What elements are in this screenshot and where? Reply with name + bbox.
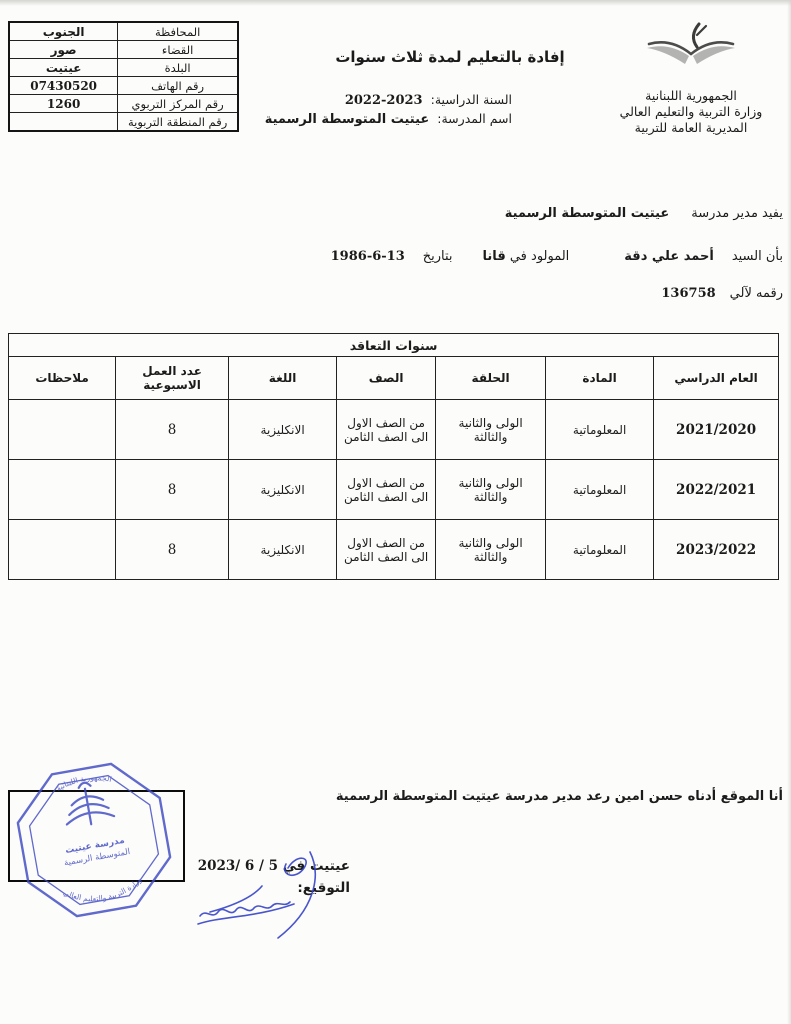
table-row: 2021/2020 المعلوماتية الولى والثانية وال… (7, 399, 780, 460)
table-row: 2022/2021 المعلوماتية الولى والثانية وال… (7, 459, 780, 520)
cell-language: الانكليزية (228, 399, 338, 460)
info-value-edu-center-number: 1260 (8, 94, 119, 113)
cell-language: الانكليزية (228, 459, 338, 520)
statement-mr-label: بأن السيد (731, 249, 783, 264)
info-label-edu-zone-number: رقم المنطقة التربوية (117, 112, 239, 132)
statement-line-3: رقمه لآلي 136758 (661, 286, 783, 301)
col-header-subject: المادة (545, 356, 655, 400)
ministry-header: الجمهورية اللبنانية وزارة التربية والتعل… (603, 20, 779, 136)
cell-year: 2021/2020 (653, 399, 780, 460)
cell-subject: المعلوماتية (545, 519, 655, 580)
ministry-line-ministry: وزارة التربية والتعليم العالي (619, 104, 763, 119)
contract-table-title: سنوات التعاقد (7, 333, 780, 357)
info-label-edu-center-number: رقم المركز التربوي (117, 94, 239, 113)
signature-label: التوقيع: (297, 880, 350, 896)
admin-info-table: المحافظة الجنوب القضاء صور البلدة عيتيت … (8, 21, 239, 132)
cell-weekly-hours: 8 (115, 519, 230, 580)
info-value-phone: 07430520 (8, 76, 119, 95)
cell-notes (7, 459, 117, 520)
born-in-label: المولود في (509, 249, 570, 264)
statement-prefix: يفيد مدير مدرسة (691, 206, 783, 221)
cell-cycle: الولى والثانية والثالثة (435, 519, 547, 580)
cell-weekly-hours: 8 (115, 459, 230, 520)
stamp-arc-bottom-text: وزارة التربية والتعليم العالي (61, 874, 146, 909)
place-label: عيتيت في (282, 858, 350, 874)
info-label-governorate: المحافظة (117, 21, 239, 41)
cell-year: 2022/2021 (653, 459, 780, 520)
info-label-phone: رقم الهاتف (117, 76, 239, 95)
col-header-cycle: الحلقة (435, 356, 547, 400)
teacher-name: أحمد علي دقة (624, 249, 714, 264)
cell-grades: من الصف الاول الى الصف الثامن (336, 519, 437, 580)
certificate-meta: السنة الدراسية: 2022-2023 اسم المدرسة: عيت… (265, 91, 512, 129)
official-school-stamp-icon: الجمهورية اللبنانية مدرسة عيتيت المتوسطة… (16, 762, 172, 918)
info-label-town: البلدة (117, 58, 239, 77)
info-value-governorate: الجنوب (8, 21, 119, 41)
contract-years-table: سنوات التعاقد العام الدراسي المادة الحلق… (7, 333, 780, 580)
cell-language: الانكليزية (228, 519, 338, 580)
cell-weekly-hours: 8 (115, 399, 230, 460)
scan-edge-artifact-top (0, 0, 791, 6)
school-name-value: عيتيت المتوسطة الرسمية (264, 112, 430, 127)
info-label-district: القضاء (117, 40, 239, 59)
table-row: 2023/2022 المعلوماتية الولى والثانية وال… (7, 519, 780, 580)
col-header-weekly-hours: عدد العمل الاسبوعية (115, 356, 230, 400)
cell-cycle: الولى والثانية والثالثة (435, 459, 547, 520)
table-row: رقم الهاتف 07430520 (8, 76, 239, 95)
statement-line-1: يفيد مدير مدرسة عيتيت المتوسطة الرسمية (505, 206, 783, 221)
computer-number-label: رقمه لآلي (729, 286, 783, 301)
cell-cycle: الولى والثانية والثالثة (435, 399, 547, 460)
ministry-open-book-logo-icon (647, 22, 735, 64)
info-value-town: عيتيت (8, 58, 119, 77)
table-row: المحافظة الجنوب (8, 21, 239, 41)
table-row: رقم المنطقة التربوية (8, 112, 239, 132)
certificate-title: إفادة بالتعليم لمدة ثلاث سنوات (335, 48, 565, 66)
cell-grades: من الصف الاول الى الصف الثامن (336, 399, 437, 460)
table-title-row: سنوات التعاقد (7, 333, 780, 357)
stamp-frame-rectangle (8, 790, 185, 882)
cell-grades: من الصف الاول الى الصف الثامن (336, 459, 437, 520)
cell-subject: المعلوماتية (545, 399, 655, 460)
cell-notes (7, 399, 117, 460)
table-row: رقم المركز التربوي 1260 (8, 94, 239, 113)
info-value-district: صور (8, 40, 119, 59)
birthdate-label: بتاريخ (422, 249, 453, 264)
school-year-line: السنة الدراسية: 2022-2023 (265, 91, 512, 110)
director-signature-icon (197, 851, 316, 939)
col-header-school-year: العام الدراسي (653, 356, 780, 400)
computer-number-value: 136758 (661, 286, 716, 301)
place-date-line: عيتيت في 2023/ 6 / 5 (198, 855, 350, 877)
place-date-signature-block: عيتيت في 2023/ 6 / 5 التوقيع: (198, 855, 350, 899)
cell-notes (7, 519, 117, 580)
col-header-notes: ملاحظات (7, 356, 117, 400)
school-year-label: السنة الدراسية: (430, 92, 512, 107)
svg-text:وزارة التربية والتعليم العالي: وزارة التربية والتعليم العالي (61, 874, 146, 909)
statement-school-name: عيتيت المتوسطة الرسمية (504, 206, 670, 221)
table-row: القضاء صور (8, 40, 239, 59)
school-year-value: 2022-2023 (344, 93, 423, 108)
col-header-language: اللغة (228, 356, 338, 400)
school-name-line: اسم المدرسة: عيتيت المتوسطة الرسمية (265, 110, 512, 129)
cell-subject: المعلوماتية (545, 459, 655, 520)
info-value-edu-zone-number (8, 112, 119, 132)
col-header-grade: الصف (336, 356, 437, 400)
scan-edge-artifact-right (787, 0, 791, 1024)
ministry-line-directorate: المديرية العامة للتربية (634, 120, 748, 135)
table-row: البلدة عيتيت (8, 58, 239, 77)
cedar-tree-icon (65, 781, 116, 826)
birthdate-value: 1986-6-13 (330, 249, 405, 264)
statement-line-2: بأن السيد أحمد علي دقة المولود في قانا بتار… (331, 249, 783, 264)
date-value: 2023/ 6 / 5 (197, 858, 279, 874)
ministry-line-republic: الجمهورية اللبنانية (645, 88, 737, 103)
cell-year: 2023/2022 (653, 519, 780, 580)
signer-declaration: أنا الموقع أدناه حسن امين رعد مدير مدرسة… (335, 789, 783, 804)
school-name-label: اسم المدرسة: (437, 111, 512, 126)
birthplace: قانا (482, 249, 506, 264)
table-header-row: العام الدراسي المادة الحلقة الصف اللغة ع… (7, 356, 780, 400)
